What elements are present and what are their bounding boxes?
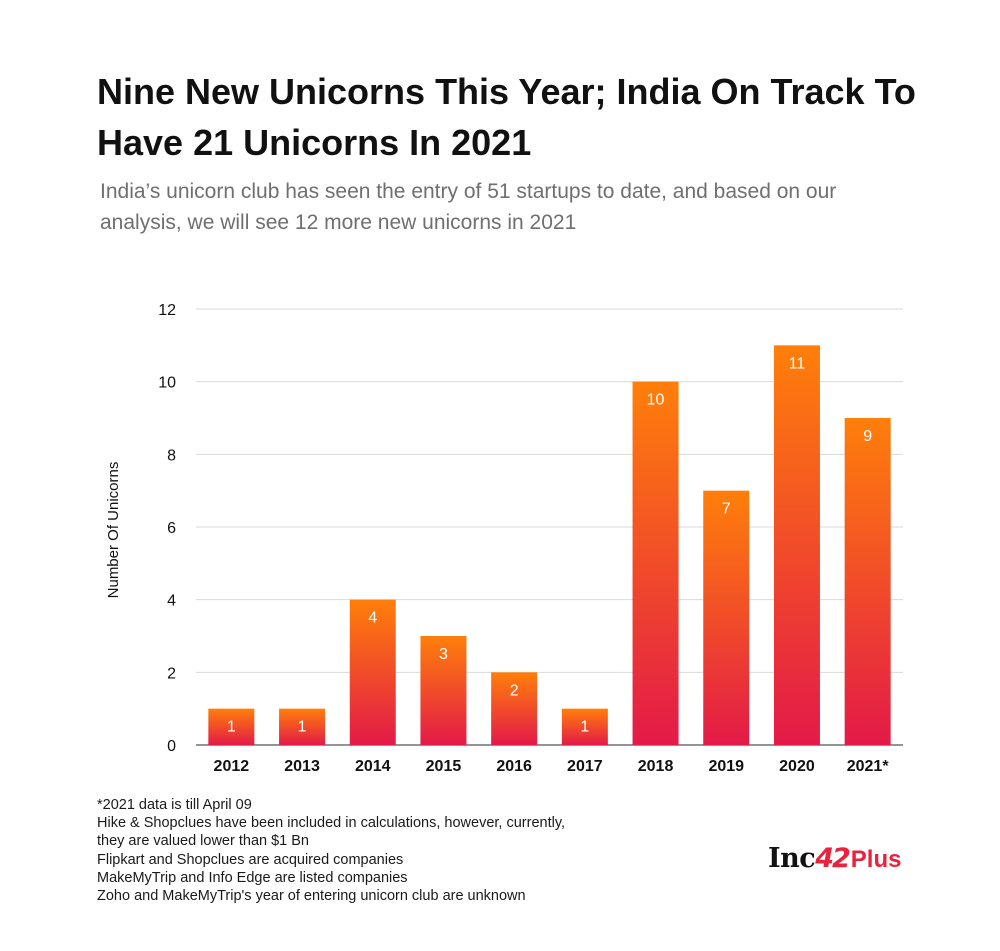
logo-42: 42 xyxy=(815,843,851,874)
bar-2017 xyxy=(561,708,608,745)
x-tick-label: 2019 xyxy=(708,758,744,775)
y-tick-label: 10 xyxy=(158,375,176,392)
x-tick-label: 2016 xyxy=(496,758,532,775)
x-tick-label: 2017 xyxy=(567,758,603,775)
data-label: 1 xyxy=(227,719,236,736)
bar-2013 xyxy=(279,708,326,745)
chart-subtitle: India’s unicorn club has seen the entry … xyxy=(100,180,837,234)
y-tick-label: 0 xyxy=(167,738,176,755)
x-tick-label: 2012 xyxy=(214,758,250,775)
x-tick-label: 2021* xyxy=(847,758,890,775)
bar-2014 xyxy=(349,599,396,745)
data-label: 11 xyxy=(789,355,806,372)
data-label: 3 xyxy=(439,646,448,663)
data-label: 4 xyxy=(368,610,377,627)
bar-2020 xyxy=(773,345,820,745)
footnote-line: Hike & Shopclues have been included in c… xyxy=(97,815,566,832)
x-tick-label: 2015 xyxy=(426,758,462,775)
y-tick-label: 4 xyxy=(167,593,176,610)
bar-2018 xyxy=(632,381,679,745)
y-axis-label: Number Of Unicorns xyxy=(105,462,122,599)
footnotes: *2021 data is till April 09 Hike & Shopcl… xyxy=(97,796,717,905)
data-label: 9 xyxy=(863,428,872,445)
footnote-line: Flipkart and Shopclues are acquired comp… xyxy=(97,851,404,868)
data-label: 1 xyxy=(580,719,589,736)
x-tick-label: 2020 xyxy=(779,758,815,775)
data-label: 10 xyxy=(647,392,665,409)
footnote-line: MakeMyTrip and Info Edge are listed comp… xyxy=(97,869,408,886)
bar-2019 xyxy=(703,490,750,745)
footnote-line: they are valued lower than $1 Bn xyxy=(97,833,309,850)
logo-inc: Inc xyxy=(768,843,816,874)
data-label: 2 xyxy=(510,682,519,699)
chart-title: Nine New Unicorns This Year; India On Tr… xyxy=(97,71,916,163)
y-tick-label: 12 xyxy=(158,302,176,319)
logo-plus: Plus xyxy=(850,846,902,873)
data-label: 1 xyxy=(298,719,307,736)
data-label: 7 xyxy=(722,501,731,518)
bar-2012 xyxy=(208,708,255,745)
y-tick-label: 8 xyxy=(167,447,176,464)
y-tick-label: 2 xyxy=(167,665,176,682)
x-tick-label: 2013 xyxy=(284,758,320,775)
footnote-line: Zoho and MakeMyTrip's year of entering u… xyxy=(97,888,526,905)
bar-2015 xyxy=(420,636,467,745)
y-tick-label: 6 xyxy=(167,520,176,537)
bar-2016 xyxy=(491,672,538,745)
x-tick-label: 2014 xyxy=(355,758,391,775)
x-tick-label: 2018 xyxy=(638,758,674,775)
bar-2021 xyxy=(844,418,891,745)
footnote-line: *2021 data is till April 09 xyxy=(97,797,252,813)
inc42-plus-logo: Inc 42 Plus xyxy=(768,843,901,874)
